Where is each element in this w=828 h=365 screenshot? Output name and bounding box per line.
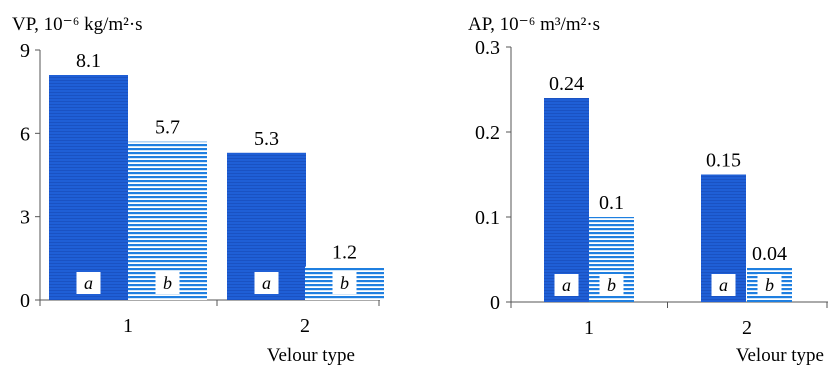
chart-2-x-label: Velour type	[736, 345, 824, 365]
chart-2-bar-letter: a	[719, 275, 728, 295]
chart-1-y-tick-label: 6	[20, 123, 30, 145]
chart-2-bar-letter: b	[607, 275, 616, 295]
chart-1-bar-letter: b	[340, 273, 349, 293]
chart-1-category-label: 1	[123, 315, 133, 337]
chart-2-y-tick-label: 0.2	[475, 122, 500, 144]
chart-2-category-label: 2	[742, 317, 752, 339]
chart-2: AP, 10⁻⁶ m³/m²·s Velour type	[468, 14, 824, 365]
chart-2-data-label: 0.1	[599, 192, 624, 214]
chart-2-category-label: 1	[584, 317, 594, 339]
chart-2-bar-a	[544, 98, 589, 302]
chart-1-bar-a	[49, 75, 128, 300]
chart-2-marks: 0 0.1 0.2 0.3 1 2 0.24 a 0.15 a 0.1 b 0.04 b	[475, 37, 828, 339]
chart-2-data-label: 0.24	[549, 73, 584, 95]
chart-1-bar-letter: b	[163, 273, 172, 293]
chart-1-bar-letter: a	[84, 273, 93, 293]
chart-1-x-label: Velour type	[267, 345, 355, 365]
chart-1-category-label: 2	[300, 315, 310, 337]
chart-1-data-label: 5.7	[155, 117, 180, 139]
chart-1-y-tick-label: 9	[20, 40, 30, 62]
chart-1-y-tick-label: 3	[20, 207, 30, 229]
chart-2-data-label: 0.15	[706, 150, 741, 172]
chart-2-bar-letter: b	[765, 275, 774, 295]
chart-2-y-tick-label: 0.3	[475, 37, 500, 59]
chart-1-y-tick-label: 0	[20, 290, 30, 312]
chart-2-bar-letter: a	[562, 275, 571, 295]
chart-1-data-label: 1.2	[332, 242, 357, 264]
chart-2-data-label: 0.04	[752, 243, 787, 265]
chart-1-y-label: VP, 10⁻⁶ kg/m²·s	[12, 14, 143, 35]
chart-2-y-tick-label: 0.1	[475, 207, 500, 229]
chart-1-data-label: 5.3	[254, 128, 279, 150]
chart-1-data-label: 8.1	[76, 50, 101, 72]
chart-2-y-label: AP, 10⁻⁶ m³/m²·s	[468, 14, 600, 35]
chart-1-bar-letter: a	[262, 273, 271, 293]
chart-2-y-tick-label: 0	[490, 292, 500, 314]
